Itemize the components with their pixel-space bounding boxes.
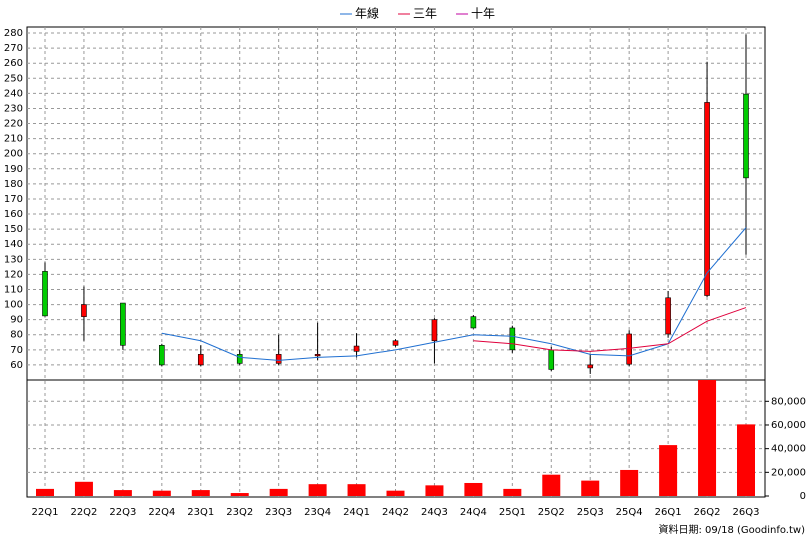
candle-body (392, 340, 399, 346)
y-tick-label: 220 (4, 119, 23, 130)
x-tick-label: 24Q3 (421, 507, 448, 518)
x-tick-label: 22Q1 (32, 507, 59, 518)
y2-tick-label: 20,000 (771, 467, 806, 478)
y2-tick-label: 60,000 (771, 420, 806, 431)
volume-bar (425, 485, 444, 496)
x-tick-label: 22Q4 (148, 507, 175, 518)
x-tick-label: 24Q1 (343, 507, 370, 518)
x-tick-label: 25Q2 (538, 507, 565, 518)
x-tick-label: 26Q3 (733, 507, 760, 518)
candle-body (626, 333, 632, 365)
volume-bar (113, 490, 132, 496)
y-tick-label: 200 (4, 149, 23, 160)
y-tick-label: 120 (4, 269, 23, 280)
y2-tick-label: 80,000 (771, 396, 806, 407)
x-tick-label: 25Q3 (577, 507, 604, 518)
x-tick-label: 26Q1 (655, 507, 682, 518)
volume-bar (347, 484, 366, 496)
y-tick-label: 210 (4, 134, 23, 145)
candle-body (159, 345, 165, 366)
volume-bar (74, 481, 93, 496)
y-tick-label: 270 (4, 43, 23, 54)
y-tick-label: 100 (4, 300, 23, 311)
volume-bar (503, 488, 522, 496)
x-tick-label: 24Q2 (382, 507, 409, 518)
y-tick-label: 190 (4, 164, 23, 175)
y-tick-label: 140 (4, 239, 23, 250)
y-tick-label: 130 (4, 254, 23, 265)
x-tick-label: 23Q4 (304, 507, 331, 518)
y-tick-label: 180 (4, 179, 23, 190)
y-tick-label: 150 (4, 224, 23, 235)
candle-body (236, 354, 243, 364)
volume-bar (386, 490, 405, 496)
line-series (473, 307, 747, 352)
candle-body (665, 297, 671, 335)
candle-body (587, 364, 594, 369)
candle-body (120, 302, 126, 346)
volume-bar (152, 490, 171, 496)
y-tick-label: 280 (4, 28, 23, 39)
x-tick-label: 22Q2 (70, 507, 97, 518)
volume-bar (269, 488, 288, 496)
volume-bar (659, 445, 678, 496)
candle-body (431, 319, 438, 342)
volume-bar (191, 490, 210, 496)
volume-bar (620, 469, 639, 496)
candle-body (743, 93, 749, 179)
candle-body (470, 316, 477, 329)
volume-bar (698, 380, 717, 496)
volume-bar (464, 482, 483, 496)
candle-body (81, 304, 87, 317)
volume-bar (737, 424, 755, 496)
volume-bar (230, 493, 249, 496)
y2-tick-label: 0 (800, 491, 806, 502)
volume-bar (36, 488, 54, 496)
line-series (161, 227, 747, 361)
y-tick-label: 160 (4, 209, 23, 220)
y-tick-label: 250 (4, 73, 23, 84)
candle-body (548, 349, 555, 370)
volume-bar (308, 484, 327, 496)
x-tick-label: 26Q2 (694, 507, 721, 518)
x-tick-label: 22Q3 (109, 507, 136, 518)
y2-tick-label: 40,000 (771, 444, 806, 455)
y-tick-label: 170 (4, 194, 23, 205)
x-tick-label: 23Q3 (265, 507, 292, 518)
volume-bar (542, 474, 561, 496)
y-tick-label: 110 (4, 284, 23, 295)
y-tick-label: 260 (4, 58, 23, 69)
y-tick-label: 90 (10, 315, 23, 326)
x-tick-label: 23Q1 (187, 507, 214, 518)
x-tick-label: 25Q1 (499, 507, 526, 518)
x-tick-label: 23Q2 (226, 507, 253, 518)
x-tick-label: 25Q4 (616, 507, 643, 518)
candle-body (197, 354, 204, 366)
candle-body (353, 345, 360, 352)
legend-label: 年線 (355, 6, 379, 21)
candle-body (704, 102, 710, 296)
y-tick-label: 70 (10, 345, 23, 356)
legend-label: 十年 (471, 7, 495, 21)
y-tick-label: 230 (4, 103, 23, 114)
candle-body (509, 327, 516, 351)
candle-body (42, 271, 48, 317)
y-tick-label: 60 (10, 360, 23, 371)
y-tick-label: 80 (10, 330, 23, 341)
footnote: 資料日期: 09/18 (Goodinfo.tw) (658, 523, 805, 536)
volume-bar (581, 480, 600, 496)
candle-body (314, 354, 321, 357)
legend-label: 三年 (413, 7, 437, 21)
candle-body (275, 354, 282, 364)
y-tick-label: 240 (4, 88, 23, 99)
x-tick-label: 24Q4 (460, 507, 487, 518)
